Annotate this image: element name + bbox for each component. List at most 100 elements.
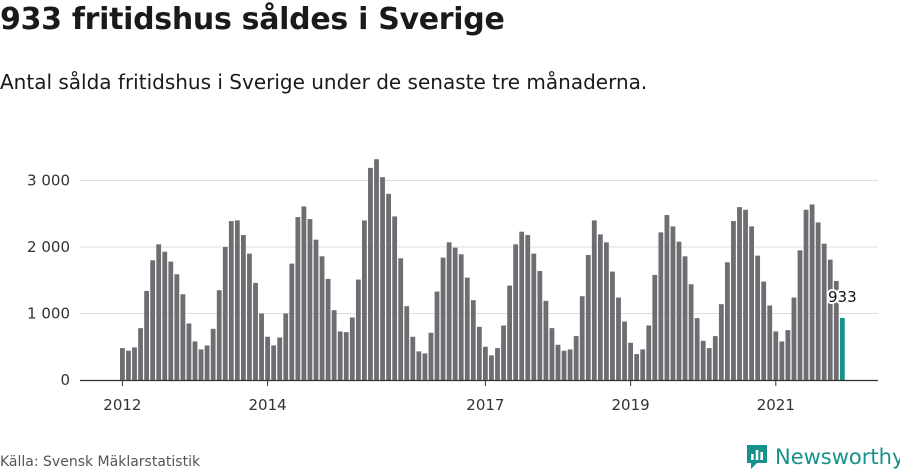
bar — [362, 220, 367, 380]
bar — [579, 296, 585, 380]
bar — [604, 242, 609, 380]
bar — [489, 355, 494, 380]
brand-logo[interactable]: Newsworthy — [745, 443, 900, 471]
y-axis-tick-labels: 0 1 000 2 000 3 000 — [27, 172, 70, 390]
bar — [676, 241, 682, 380]
y-tick-label: 3 000 — [27, 172, 70, 190]
annotations: 933 — [826, 286, 859, 308]
bar — [712, 336, 718, 380]
bar — [325, 278, 331, 380]
bar — [458, 254, 464, 380]
x-axis-tick-labels: 2012 2014 2017 2019 2021 — [103, 380, 795, 414]
bar — [168, 261, 174, 380]
bar — [743, 209, 748, 380]
bar — [434, 291, 440, 380]
bar — [767, 305, 773, 380]
brand-name: Newsworthy — [775, 445, 900, 469]
bar — [313, 239, 319, 380]
bar — [616, 297, 621, 380]
bar — [809, 204, 815, 380]
bar — [597, 234, 603, 380]
bar — [476, 326, 482, 380]
bar — [422, 353, 428, 380]
bar — [120, 348, 125, 380]
bar — [355, 279, 361, 380]
bar — [821, 243, 827, 380]
bar — [301, 206, 307, 380]
bar — [253, 282, 258, 380]
chart-title: 933 fritidshus såldes i Sverige — [0, 2, 505, 37]
bar — [192, 341, 198, 380]
y-tick-label: 0 — [60, 371, 70, 389]
bar — [162, 251, 168, 380]
bar — [531, 253, 537, 380]
bar — [228, 221, 234, 380]
bar — [628, 342, 633, 380]
bar — [180, 294, 186, 380]
bar — [132, 347, 137, 380]
bar — [331, 310, 337, 380]
bar — [525, 235, 531, 380]
bar — [398, 258, 404, 380]
bar — [410, 336, 416, 380]
bar — [186, 323, 192, 380]
bar — [283, 313, 289, 380]
bar — [682, 256, 688, 380]
highlight-data-label: 933 — [828, 288, 857, 306]
bar — [507, 285, 512, 380]
bars — [120, 159, 845, 381]
bar — [126, 350, 131, 380]
bar — [464, 277, 470, 380]
bar — [652, 274, 658, 380]
bar — [446, 242, 452, 380]
bar — [513, 244, 519, 380]
bar — [803, 209, 809, 380]
bar — [567, 349, 573, 380]
bar — [718, 304, 724, 380]
bar — [519, 231, 525, 380]
bar — [247, 253, 252, 380]
bar — [785, 330, 791, 381]
bar — [706, 348, 712, 380]
bar — [561, 350, 567, 380]
bar — [150, 260, 156, 380]
bar — [501, 325, 506, 380]
bar-chart: 0 1 000 2 000 3 000 2012 2014 2017 2019 2021 93… — [27, 159, 878, 414]
x-tick-label: 2017 — [466, 396, 504, 414]
bar — [797, 250, 803, 380]
newsworthy-logo-icon — [747, 445, 767, 469]
bar — [585, 254, 591, 380]
bar — [761, 281, 767, 380]
bar — [289, 263, 295, 381]
bar — [591, 220, 597, 380]
bar — [833, 280, 839, 380]
bar — [791, 297, 797, 380]
bar — [537, 270, 543, 380]
bar — [749, 226, 754, 380]
bar — [144, 290, 149, 380]
bar — [664, 215, 670, 380]
bar — [174, 274, 180, 380]
x-tick-label: 2019 — [612, 396, 650, 414]
bar — [295, 217, 301, 380]
bar — [622, 321, 627, 380]
bar — [694, 318, 700, 380]
bar — [543, 300, 549, 380]
bar — [204, 345, 210, 380]
y-tick-label: 2 000 — [27, 238, 70, 256]
bar — [368, 167, 373, 380]
x-tick-label: 2021 — [757, 396, 795, 414]
bar — [779, 341, 785, 380]
bar — [452, 247, 458, 380]
bar — [374, 159, 379, 380]
bar — [755, 255, 761, 380]
bar — [737, 207, 742, 380]
bar — [337, 331, 343, 380]
bar — [386, 193, 391, 380]
bar — [658, 232, 664, 380]
x-tick-label: 2012 — [103, 396, 141, 414]
bar — [773, 331, 779, 380]
bar — [380, 177, 385, 380]
bar-highlight — [839, 317, 845, 380]
bar — [725, 262, 730, 380]
